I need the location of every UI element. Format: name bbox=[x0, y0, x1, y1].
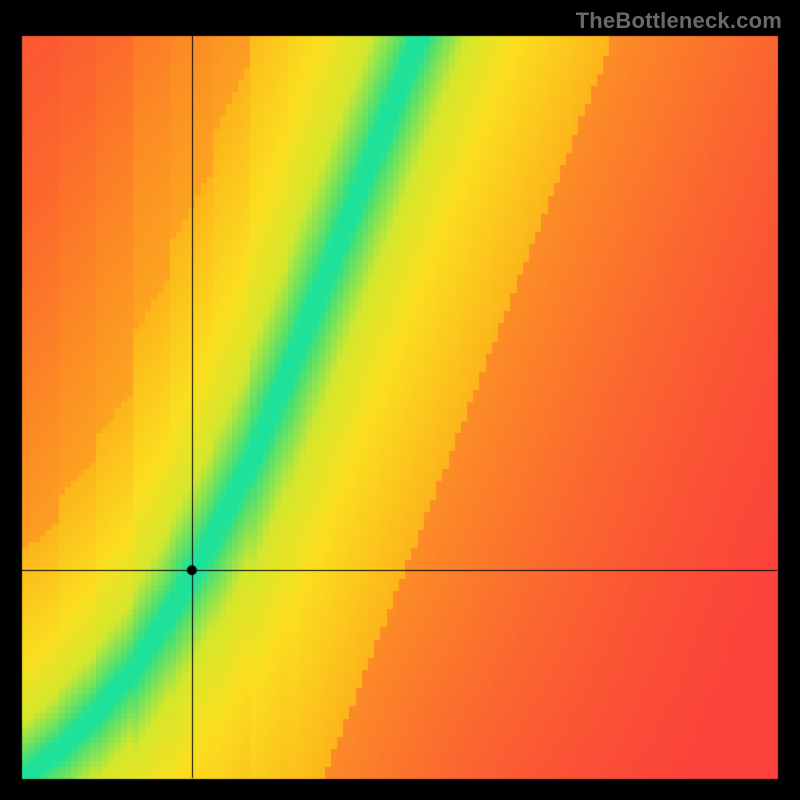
bottleneck-heatmap bbox=[0, 0, 800, 800]
chart-container: TheBottleneck.com bbox=[0, 0, 800, 800]
watermark-text: TheBottleneck.com bbox=[576, 8, 782, 34]
